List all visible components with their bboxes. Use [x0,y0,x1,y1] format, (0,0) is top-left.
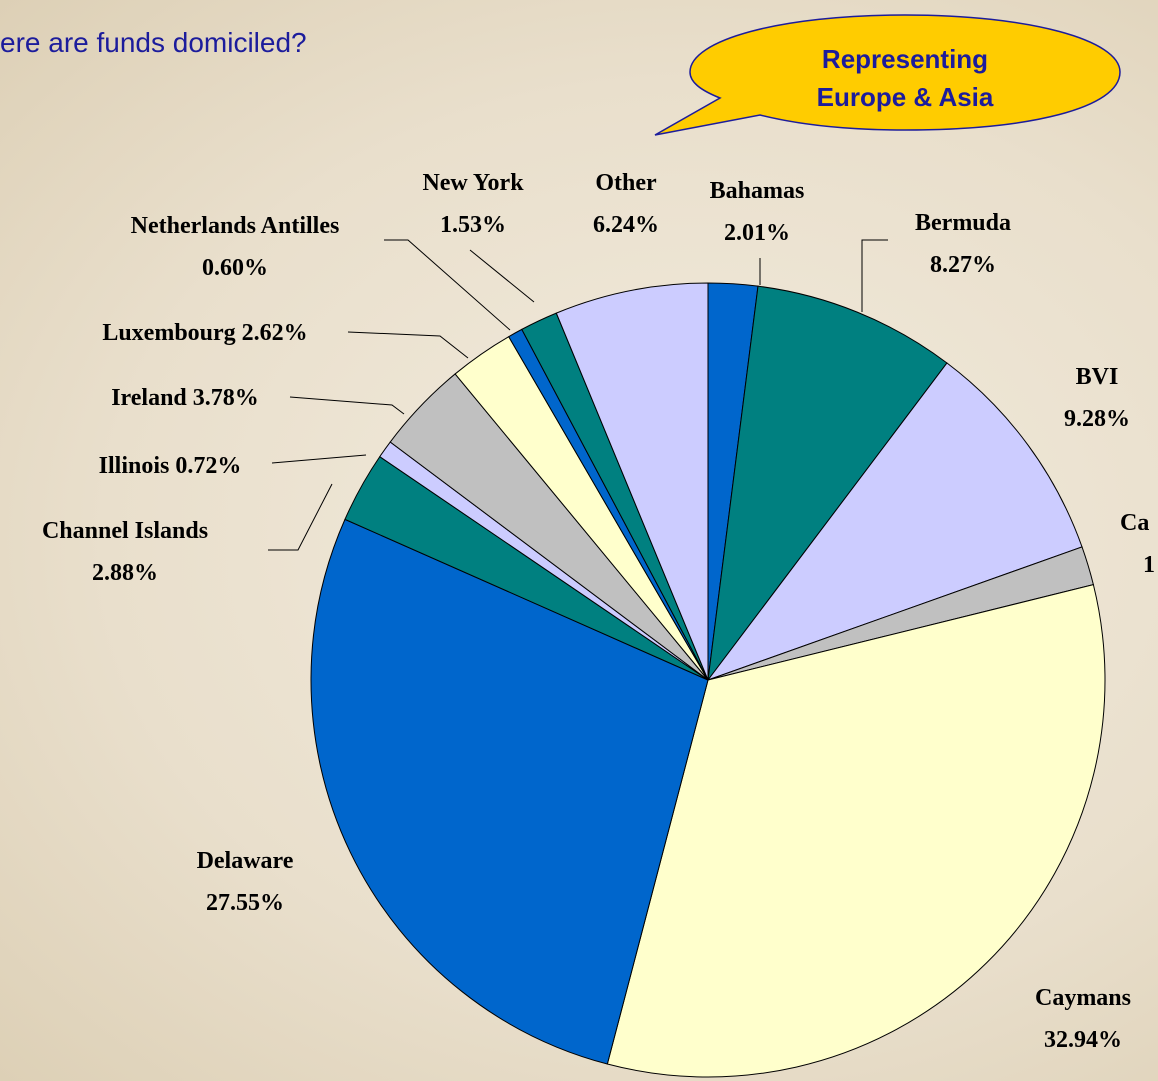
slice-name: Luxembourg [102,320,235,346]
slice-value: 9.28% [1064,406,1130,432]
slice-value: 32.94% [1044,1027,1122,1053]
slice-value: 2.01% [724,220,790,246]
callout-text: Representing [822,44,988,74]
slice-value: 2.62% [242,320,308,346]
slice-value: 0.60% [202,255,268,281]
slice-name: Delaware [197,848,294,874]
slice-label: Illinois 0.72% [99,453,242,479]
slice-name: Caymans [1035,985,1131,1011]
leader-line [289,396,405,415]
leader-line [268,483,333,551]
pie-slice [555,282,709,681]
leader-line [469,249,535,303]
slice-name: Channel Islands [42,518,208,544]
slice-name: Ireland [111,385,187,411]
callout-text: Europe & Asia [817,82,994,112]
slice-name: Ca [1120,510,1149,536]
leader-line [861,239,888,312]
pie-slice [706,362,1083,682]
pie-slice [606,584,1106,1078]
slide-title: ere are funds domiciled? [0,27,307,58]
slice-name: BVI [1076,364,1119,390]
pie [310,282,1106,1078]
slice-value: 1.53% [440,212,506,238]
leader-line [271,454,367,464]
labels: Bahamas 2.01% Bermuda 8.27% BVI 9.28% Ca 1 Cayma… [42,170,1155,1053]
pie-slice [310,518,709,1065]
slice-label: Ireland 3.78% [111,385,259,411]
slice-label: Luxembourg 2.62% [102,320,307,346]
slice-name: Bermuda [915,210,1011,236]
slice-name: Netherlands Antilles [131,213,340,239]
slice-name: Other [595,170,657,196]
slice-value: 0.72% [175,453,241,479]
slice-value: 1 [1143,552,1155,578]
slice-name: Bahamas [710,178,805,204]
slice-value: 6.24% [593,212,659,238]
leader-line [384,239,511,331]
pie-slice [707,285,948,682]
slice-name: New York [422,170,524,196]
slice-name: Illinois [99,453,170,479]
leader-line [347,331,469,359]
slice-value: 3.78% [193,385,259,411]
callout-bubble [654,14,1121,136]
slice-value: 8.27% [930,252,996,278]
slice-value: 27.55% [206,890,284,916]
slice-value: 2.88% [92,560,158,586]
